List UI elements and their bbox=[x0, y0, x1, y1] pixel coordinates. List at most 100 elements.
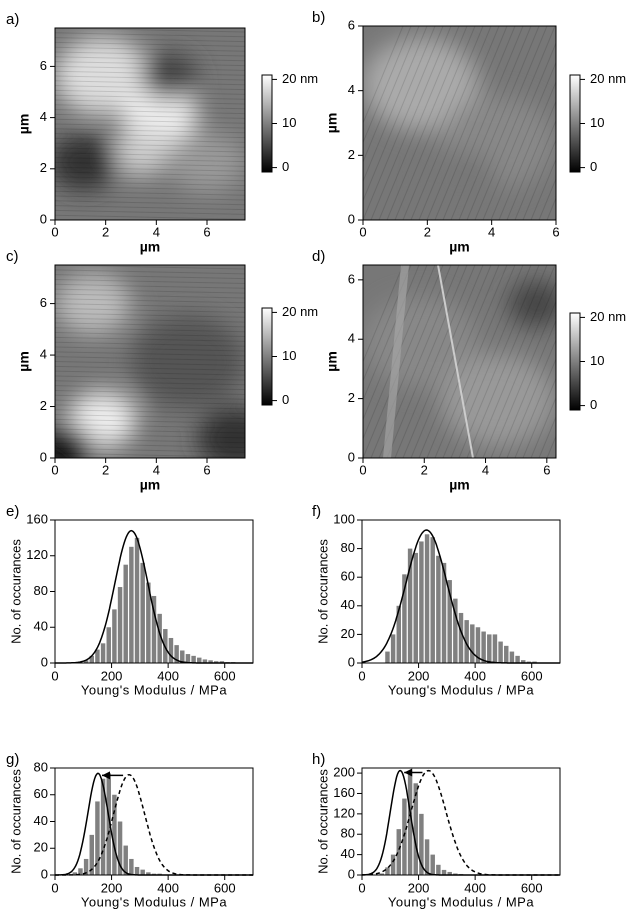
streak bbox=[506, 99, 556, 220]
y-tick-label: 2 bbox=[348, 390, 355, 405]
bar bbox=[83, 858, 89, 875]
image-blobs bbox=[55, 37, 245, 194]
bar bbox=[498, 641, 503, 663]
y-tick-label: 40 bbox=[34, 813, 48, 828]
streak bbox=[55, 375, 245, 381]
x-tick-label: 6 bbox=[203, 224, 210, 239]
bar bbox=[436, 555, 441, 663]
y-tick-label: 4 bbox=[40, 109, 47, 124]
bar bbox=[129, 858, 134, 875]
streak bbox=[55, 209, 245, 215]
streak bbox=[450, 265, 532, 458]
streak bbox=[55, 161, 245, 167]
streak bbox=[363, 26, 404, 125]
bar bbox=[424, 534, 430, 663]
streak bbox=[386, 26, 468, 220]
afm-image bbox=[362, 25, 557, 221]
y-tick-label: 40 bbox=[34, 619, 48, 634]
colorbar-tick-label: 20 nm bbox=[590, 309, 626, 324]
y-tick-label: 40 bbox=[341, 846, 355, 861]
y-tick-label: 160 bbox=[26, 511, 48, 526]
streak bbox=[546, 196, 556, 220]
streak bbox=[55, 428, 245, 434]
y-axis-label: µm bbox=[324, 351, 340, 372]
streak bbox=[522, 138, 556, 220]
streak bbox=[434, 26, 516, 220]
bar bbox=[134, 866, 140, 875]
bar bbox=[117, 587, 123, 663]
x-tick-label: 2 bbox=[102, 224, 109, 239]
streak bbox=[55, 404, 245, 410]
colorbar-tick-label: 10 bbox=[590, 115, 604, 130]
bar bbox=[219, 661, 225, 663]
bar bbox=[447, 871, 452, 875]
streak bbox=[55, 94, 245, 100]
streak bbox=[538, 415, 556, 458]
y-tick-label: 4 bbox=[40, 347, 47, 362]
bar bbox=[379, 873, 385, 875]
streak bbox=[363, 265, 404, 363]
bar bbox=[396, 605, 401, 663]
x-tick-label: 2 bbox=[102, 462, 109, 477]
streak bbox=[458, 26, 540, 220]
y-tick-label: 4 bbox=[348, 331, 355, 346]
streak bbox=[55, 109, 245, 115]
streak bbox=[363, 265, 412, 383]
x-tick-label: 0 bbox=[359, 224, 366, 239]
streak bbox=[55, 265, 245, 270]
bar bbox=[174, 645, 179, 663]
colorbar-tick-label: 10 bbox=[282, 115, 296, 130]
colorbar bbox=[261, 74, 273, 173]
bar bbox=[100, 643, 106, 663]
image-blobs bbox=[363, 37, 556, 213]
x-tick-label: 6 bbox=[203, 462, 210, 477]
bar bbox=[481, 631, 486, 663]
panel-label: f) bbox=[312, 503, 321, 520]
streak bbox=[55, 118, 245, 124]
panel-label: h) bbox=[312, 751, 325, 768]
streak bbox=[55, 128, 245, 134]
x-tick-label: 2 bbox=[424, 224, 431, 239]
y-axis-label: No. of occurances bbox=[315, 539, 330, 644]
x-tick-label: 0 bbox=[51, 668, 58, 683]
streak bbox=[55, 171, 245, 177]
y-tick-label: 4 bbox=[348, 82, 355, 97]
bar bbox=[83, 660, 89, 663]
colorbar bbox=[569, 74, 581, 173]
streak bbox=[466, 26, 548, 220]
y-tick-label: 0 bbox=[40, 211, 47, 226]
image-streaks bbox=[55, 265, 245, 458]
x-tick-label: 600 bbox=[521, 880, 543, 895]
image-frame bbox=[362, 264, 557, 459]
bar bbox=[424, 839, 430, 875]
image-blob bbox=[55, 37, 150, 115]
y-tick-label: 0 bbox=[348, 866, 355, 881]
y-tick-label: 40 bbox=[341, 597, 355, 612]
streak bbox=[370, 265, 452, 458]
y-tick-label: 20 bbox=[341, 626, 355, 641]
bar bbox=[112, 794, 117, 875]
streak bbox=[55, 46, 245, 52]
streak bbox=[530, 396, 556, 458]
bar bbox=[89, 655, 94, 663]
streak bbox=[363, 26, 436, 202]
streak bbox=[55, 214, 245, 220]
streak bbox=[55, 89, 245, 95]
y-tick-label: 80 bbox=[341, 826, 355, 841]
streak bbox=[55, 142, 245, 148]
panel-label: c) bbox=[6, 248, 19, 265]
image-blobs bbox=[55, 272, 245, 458]
streak bbox=[55, 80, 245, 86]
streak bbox=[442, 26, 524, 220]
bar bbox=[390, 634, 396, 663]
streak bbox=[482, 280, 556, 458]
x-tick-label: 200 bbox=[408, 668, 430, 683]
y-tick-label: 200 bbox=[333, 765, 355, 780]
bar bbox=[407, 770, 413, 875]
x-tick-label: 400 bbox=[157, 880, 179, 895]
streak bbox=[514, 357, 556, 458]
streak bbox=[426, 26, 508, 220]
x-tick-label: 400 bbox=[464, 668, 486, 683]
streak bbox=[55, 409, 245, 415]
